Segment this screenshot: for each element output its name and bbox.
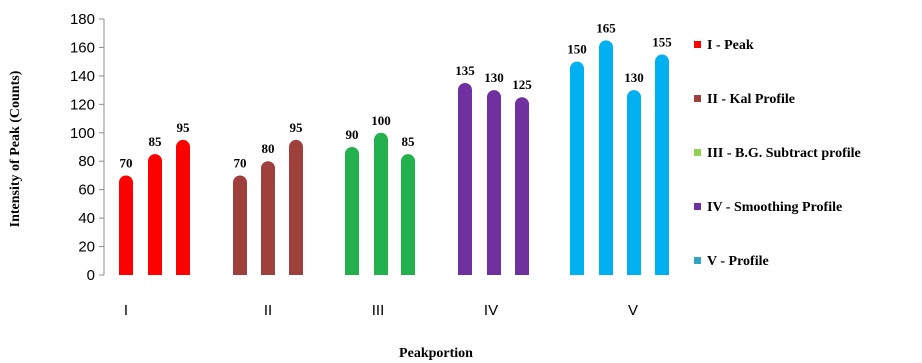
y-axis: 0 20 40 60 80 100 120 140 160 180 <box>70 11 105 284</box>
x-category-label: I <box>124 302 128 319</box>
x-category-label: II <box>264 302 272 319</box>
legend: I - Peak II - Kal Profile III - B.G. Subtr… <box>694 38 861 269</box>
bar <box>176 139 190 275</box>
bar <box>374 132 388 275</box>
data-label: 155 <box>652 35 672 50</box>
category-labels: I II III IV V <box>124 302 638 319</box>
data-label: 165 <box>596 20 616 35</box>
x-category-label: III <box>372 302 385 319</box>
data-label: 130 <box>624 70 644 85</box>
y-tick-label: 60 <box>78 182 95 199</box>
data-label: 85 <box>149 134 163 149</box>
legend-swatch <box>694 41 701 48</box>
bar <box>401 154 415 275</box>
data-label: 85 <box>402 134 416 149</box>
y-tick-label: 180 <box>70 11 95 28</box>
data-label: 80 <box>262 141 275 156</box>
x-axis-title: Peakportion <box>399 346 473 361</box>
data-label: 70 <box>120 155 133 170</box>
data-label: 125 <box>512 77 532 92</box>
bar <box>261 161 275 275</box>
y-tick-label: 40 <box>78 210 95 227</box>
data-label: 135 <box>455 63 475 78</box>
y-tick-label: 120 <box>70 96 95 113</box>
legend-label: III - B.G. Subtract profile <box>707 146 861 161</box>
data-label: 95 <box>177 120 191 135</box>
legend-swatch <box>694 95 701 102</box>
y-tick-label: 0 <box>87 267 95 284</box>
data-label: 100 <box>371 113 391 128</box>
bar <box>570 61 584 276</box>
bar <box>233 175 247 275</box>
legend-label: IV - Smoothing Profile <box>707 200 842 215</box>
bar <box>599 40 613 276</box>
bar <box>345 147 359 275</box>
y-tick-label: 140 <box>70 68 95 85</box>
legend-swatch <box>694 257 701 264</box>
legend-swatch <box>694 203 701 210</box>
legend-label: V - Profile <box>707 254 769 269</box>
bar <box>458 83 472 275</box>
bar <box>148 154 162 275</box>
y-axis-title: Intensity of Peak (Counts) <box>8 70 23 227</box>
bar <box>289 139 303 275</box>
bar <box>487 90 501 276</box>
bar <box>119 175 133 275</box>
x-category-label: IV <box>484 302 498 319</box>
data-label: 95 <box>290 120 304 135</box>
bar <box>515 97 529 275</box>
bar <box>655 54 670 276</box>
y-tick-label: 100 <box>70 125 95 142</box>
y-tick-label: 160 <box>70 39 95 56</box>
y-tick-label: 20 <box>78 239 95 256</box>
data-label: 90 <box>346 127 359 142</box>
x-category-label: V <box>628 302 638 319</box>
bars: 70 85 95 70 80 95 90 100 85 135 130 125 150 165 130 155 <box>119 20 672 276</box>
legend-swatch <box>694 149 701 156</box>
data-label: 150 <box>567 42 587 57</box>
legend-label: II - Kal Profile <box>707 92 795 107</box>
bar <box>627 90 641 276</box>
y-tick-label: 80 <box>78 153 95 170</box>
data-label: 130 <box>484 70 504 85</box>
legend-label: I - Peak <box>707 38 754 53</box>
data-label: 70 <box>234 155 247 170</box>
